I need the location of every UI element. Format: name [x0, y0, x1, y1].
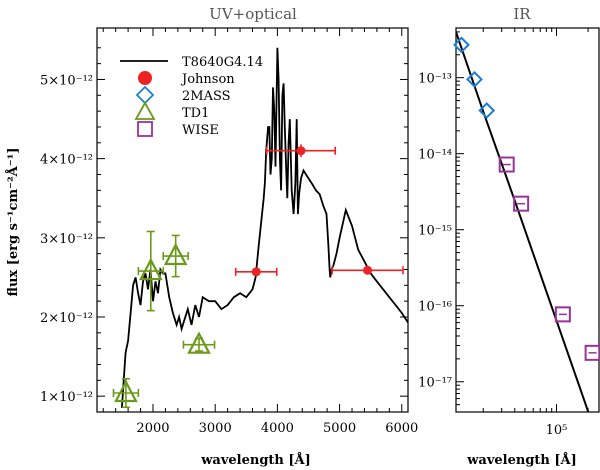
- uv-optical-title: UV+optical: [209, 5, 297, 23]
- wise-point: [554, 306, 571, 323]
- johnson-point: [296, 146, 306, 156]
- uv-ytick-label: 1×10⁻¹²: [40, 390, 93, 405]
- legend-johnson-marker: [138, 71, 152, 85]
- ir-ytick-label: 10⁻¹⁴: [418, 148, 452, 163]
- td1-point: [163, 242, 188, 266]
- uv-ylabel: flux [erg s⁻¹cm⁻²Å⁻¹]: [5, 148, 21, 297]
- wise-point: [513, 195, 530, 212]
- td1-point: [114, 379, 138, 403]
- uv-ytick-label: 5×10⁻¹²: [40, 73, 93, 88]
- uv-xtick-label: 4000: [261, 421, 294, 436]
- twomass-point: [453, 36, 470, 54]
- ir-model-line: [456, 31, 590, 412]
- uv-xtick-label: 2000: [136, 421, 169, 436]
- legend-label: 2MASS: [182, 89, 231, 104]
- uv-xtick-label: 3000: [199, 421, 232, 436]
- uv-ytick-label: 3×10⁻¹²: [40, 232, 93, 247]
- johnson-point: [251, 267, 261, 277]
- td1-point: [138, 257, 163, 281]
- legend-wise-marker: [137, 121, 153, 137]
- legend-2mass-marker: [135, 85, 155, 105]
- ir-panel: 10⁻¹⁷ 10⁻¹⁶ 10⁻¹⁵ 10⁻¹⁴ 10⁻¹³ 10⁵: [418, 27, 600, 438]
- ir-xlabel: wavelength [Å]: [466, 452, 577, 468]
- ir-ytick-label: 10⁻¹⁶: [418, 300, 452, 315]
- uv-xtick-label: 5000: [323, 421, 356, 436]
- legend-td1-marker: [134, 101, 156, 120]
- legend: T8640G4.14 Johnson 2MASS TD1 WISE: [120, 55, 263, 138]
- uv-optical-panel: 2000 3000 4000 5000 6000 1×10⁻¹² 2×10⁻¹² 3×10⁻¹…: [40, 27, 418, 436]
- ir-ytick-label: 10⁻¹⁵: [418, 224, 452, 239]
- uv-plot-frame: [96, 27, 409, 413]
- wise-point: [498, 156, 515, 173]
- johnson-point: [363, 265, 373, 275]
- uv-xtick-label: 6000: [385, 421, 418, 436]
- twomass-point: [466, 70, 483, 88]
- ir-plot-frame: [455, 27, 600, 413]
- legend-label: T8640G4.14: [182, 55, 263, 70]
- legend-label: TD1: [182, 106, 209, 121]
- uv-ytick-label: 4×10⁻¹²: [40, 153, 93, 168]
- legend-label: WISE: [182, 123, 219, 138]
- td1-point: [187, 331, 211, 354]
- uv-ytick-label: 2×10⁻¹²: [40, 311, 93, 326]
- model-spectrum-line: [121, 47, 408, 409]
- ir-xtick-label: 10⁵: [546, 423, 568, 438]
- ir-ytick-label: 10⁻¹³: [418, 72, 452, 87]
- ir-title: IR: [513, 5, 531, 23]
- uv-xlabel: wavelength [Å]: [200, 452, 311, 468]
- ir-ytick-label: 10⁻¹⁷: [418, 376, 452, 391]
- legend-label: Johnson: [180, 72, 235, 87]
- twomass-point: [478, 102, 496, 119]
